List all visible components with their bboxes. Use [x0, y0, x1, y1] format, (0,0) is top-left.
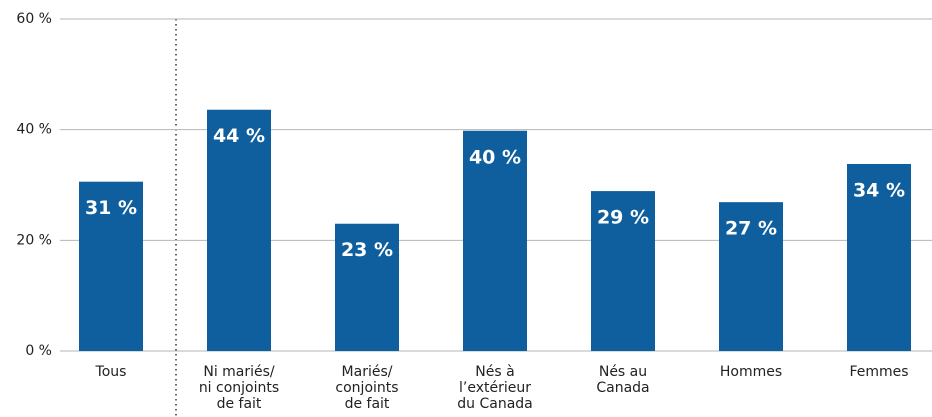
value-label: 31 %: [85, 197, 137, 219]
value-label: 29 %: [597, 207, 649, 229]
x-tick-label: Hommes: [719, 364, 783, 380]
value-label: 27 %: [725, 218, 777, 240]
value-label: 40 %: [469, 146, 521, 168]
bar: [591, 191, 655, 351]
y-tick-label: 40 %: [16, 122, 52, 138]
x-tick-label: Nés à l’extérieur du Canada: [457, 364, 533, 412]
bar: [847, 163, 911, 351]
y-tick-label: 60 %: [16, 11, 52, 27]
bar: [463, 130, 527, 351]
bar: [79, 181, 143, 351]
x-tick-label: Mariés/ conjoints de fait: [335, 364, 399, 412]
value-label: 44 %: [213, 125, 265, 147]
x-tick-label: Tous: [95, 364, 127, 380]
y-tick-label: 20 %: [16, 232, 52, 248]
x-tick-label: Ni mariés/ ni conjoints de fait: [198, 364, 280, 412]
x-tick-label: Femmes: [849, 364, 909, 380]
bar: [335, 223, 399, 351]
bar: [719, 202, 783, 351]
y-tick-label: 0 %: [25, 343, 52, 359]
value-label: 23 %: [341, 239, 393, 261]
value-label: 34 %: [853, 179, 905, 201]
bar: [207, 109, 271, 351]
x-tick-label: Nés au Canada: [596, 364, 650, 396]
